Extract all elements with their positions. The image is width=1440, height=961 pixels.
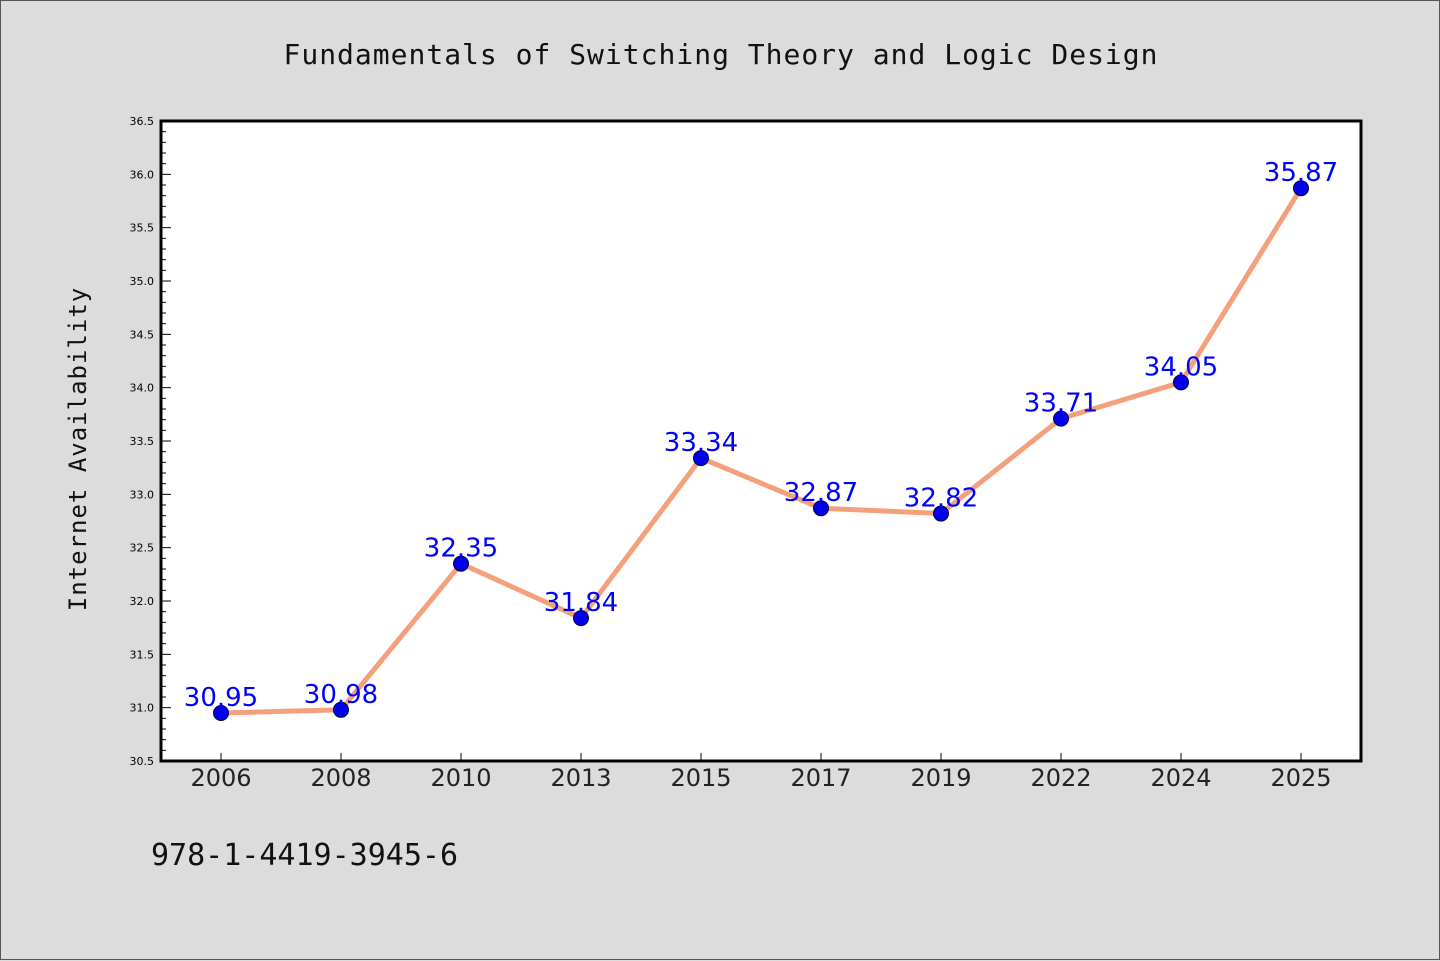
x-tick-label: 2025 — [1270, 764, 1331, 792]
y-tick-label: 33.0 — [130, 488, 155, 501]
x-tick-label: 2017 — [790, 764, 851, 792]
data-label: 30.98 — [304, 680, 378, 710]
data-label: 33.34 — [664, 428, 738, 458]
y-tick-label: 31.0 — [130, 702, 155, 715]
y-tick-label: 32.5 — [130, 542, 155, 555]
plot-area — [159, 119, 1363, 763]
data-label: 32.35 — [424, 534, 498, 564]
data-label: 31.84 — [544, 588, 618, 618]
chart-title: Fundamentals of Switching Theory and Log… — [283, 38, 1158, 71]
x-tick-label: 2010 — [430, 764, 491, 792]
data-point — [1173, 374, 1189, 391]
y-tick-label: 35.5 — [130, 222, 155, 235]
x-tick-label: 2024 — [1150, 764, 1211, 792]
y-tick-label: 32.0 — [130, 595, 155, 608]
data-label: 33.71 — [1024, 389, 1098, 419]
data-point — [1293, 180, 1309, 197]
x-axis: 2006 2008 2010 2013 2015 2017 2019 2022 2024 2025 — [190, 753, 1332, 792]
data-point — [573, 610, 589, 627]
y-tick-label: 30.5 — [130, 755, 155, 768]
x-tick-label: 2008 — [310, 764, 371, 792]
y-tick-label: 33.5 — [130, 435, 155, 448]
y-tick-label: 35.0 — [130, 275, 155, 288]
data-label: 30.95 — [184, 683, 258, 713]
y-tick-label: 36.0 — [130, 168, 155, 181]
data-label: 32.87 — [784, 478, 858, 508]
x-tick-label: 2006 — [190, 764, 251, 792]
data-point — [333, 701, 349, 718]
data-point — [813, 500, 829, 517]
x-tick-label: 2022 — [1030, 764, 1091, 792]
y-axis-label: Internet Availability — [64, 287, 92, 611]
data-labels: 30.95 30.98 32.35 31.84 33.34 32.87 32.82 33.71… — [184, 158, 1338, 713]
y-axis: 30.5 31.0 31.5 32.0 32.5 33.0 33.5 34.0 34.5 35.0… — [130, 115, 171, 768]
y-tick-label: 34.0 — [130, 382, 155, 395]
x-tick-label: 2015 — [670, 764, 731, 792]
y-tick-label: 36.5 — [130, 115, 155, 128]
data-point — [213, 705, 229, 721]
data-point — [693, 450, 709, 467]
data-label: 34.05 — [1144, 352, 1218, 382]
data-point — [1053, 410, 1069, 427]
series-line — [220, 186, 1304, 716]
data-label: 32.82 — [904, 484, 978, 514]
series-markers — [213, 180, 1309, 721]
data-point — [933, 505, 949, 522]
footer-isbn: 978-1-4419-3945-6 — [151, 838, 458, 873]
data-point — [453, 555, 469, 572]
y-tick-label: 31.5 — [130, 648, 155, 661]
y-tick-label: 34.5 — [130, 328, 155, 341]
x-tick-label: 2013 — [550, 764, 611, 792]
data-label: 35.87 — [1264, 158, 1338, 188]
x-tick-label: 2019 — [910, 764, 971, 792]
